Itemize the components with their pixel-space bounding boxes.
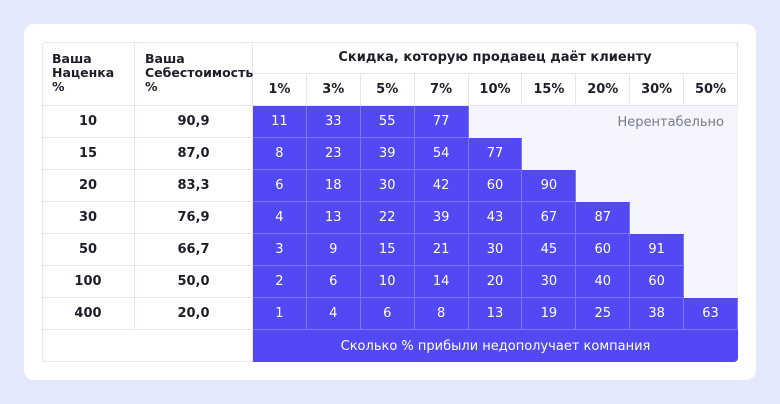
loss-cell: 4 [306, 298, 361, 330]
loss-cell: 6 [306, 266, 361, 298]
markup-cell: 15 [42, 138, 135, 170]
cost-cell: 76,9 [135, 202, 253, 234]
loss-cell: 1 [253, 298, 307, 330]
loss-cell: 25 [576, 298, 631, 330]
loss-cell: 3 [253, 234, 307, 266]
loss-cell: 43 [468, 202, 523, 234]
discount-header: 20% [576, 74, 631, 106]
loss-cell: 10 [360, 266, 415, 298]
loss-cell: 14 [414, 266, 469, 298]
loss-cell: 30 [468, 234, 523, 266]
discount-header: 3% [306, 74, 361, 106]
loss-cell: 23 [306, 138, 361, 170]
discount-header: 1% [253, 74, 307, 106]
loss-cell: 18 [306, 170, 361, 202]
loss-cell: 63 [684, 298, 738, 330]
cost-cell: 90,9 [135, 106, 253, 138]
loss-cell: 22 [360, 202, 415, 234]
discount-header: 50% [684, 74, 738, 106]
loss-cell: 77 [414, 106, 469, 138]
footer-empty [42, 330, 253, 362]
loss-cell: 60 [630, 266, 685, 298]
loss-cell: 67 [522, 202, 577, 234]
loss-cell: 87 [576, 202, 631, 234]
loss-cell: 60 [576, 234, 631, 266]
discount-header: 30% [630, 74, 685, 106]
markup-cell: 100 [42, 266, 135, 298]
loss-cell: 8 [414, 298, 469, 330]
discount-header: 5% [360, 74, 415, 106]
markup-cell: 400 [42, 298, 135, 330]
loss-cell: 6 [360, 298, 415, 330]
loss-cell: 39 [414, 202, 469, 234]
loss-cell: 38 [630, 298, 685, 330]
loss-cell: 2 [253, 266, 307, 298]
markup-cell: 10 [42, 106, 135, 138]
loss-cell: 20 [468, 266, 523, 298]
unprofitable-label: Нерентабельно [617, 114, 724, 130]
discount-title: Скидка, которую продавец даёт клиенту [253, 42, 738, 74]
discount-header: 7% [414, 74, 469, 106]
loss-cell: 90 [522, 170, 577, 202]
loss-cell: 30 [360, 170, 415, 202]
loss-cell: 9 [306, 234, 361, 266]
loss-cell: 91 [630, 234, 685, 266]
loss-cell: 30 [522, 266, 577, 298]
footer: Сколько % прибыли недополучает компания [253, 330, 738, 362]
cost-cell: 66,7 [135, 234, 253, 266]
loss-cell: 33 [306, 106, 361, 138]
loss-cell: 15 [360, 234, 415, 266]
markup-cell: 20 [42, 170, 135, 202]
cost-cell: 83,3 [135, 170, 253, 202]
loss-cell: 11 [253, 106, 307, 138]
cost-cell: 87,0 [135, 138, 253, 170]
loss-cell: 42 [414, 170, 469, 202]
discount-header: 15% [522, 74, 577, 106]
loss-cell: 60 [468, 170, 523, 202]
loss-cell: 8 [253, 138, 307, 170]
loss-cell: 54 [414, 138, 469, 170]
loss-cell: 77 [468, 138, 523, 170]
loss-cell: 13 [306, 202, 361, 234]
loss-cell: 6 [253, 170, 307, 202]
loss-cell: 4 [253, 202, 307, 234]
loss-cell: 19 [522, 298, 577, 330]
cost-cell: 20,0 [135, 298, 253, 330]
markup-cell: 50 [42, 234, 135, 266]
loss-cell: 40 [576, 266, 631, 298]
loss-cell: 55 [360, 106, 415, 138]
cost-cell: 50,0 [135, 266, 253, 298]
loss-cell: 39 [360, 138, 415, 170]
markup-header: Ваша Наценка % [42, 42, 135, 106]
loss-cell: 45 [522, 234, 577, 266]
discount-header: 10% [468, 74, 523, 106]
cost-header: Ваша Себестоимость % [135, 42, 253, 106]
markup-cell: 30 [42, 202, 135, 234]
loss-cell: 21 [414, 234, 469, 266]
loss-cell: 13 [468, 298, 523, 330]
